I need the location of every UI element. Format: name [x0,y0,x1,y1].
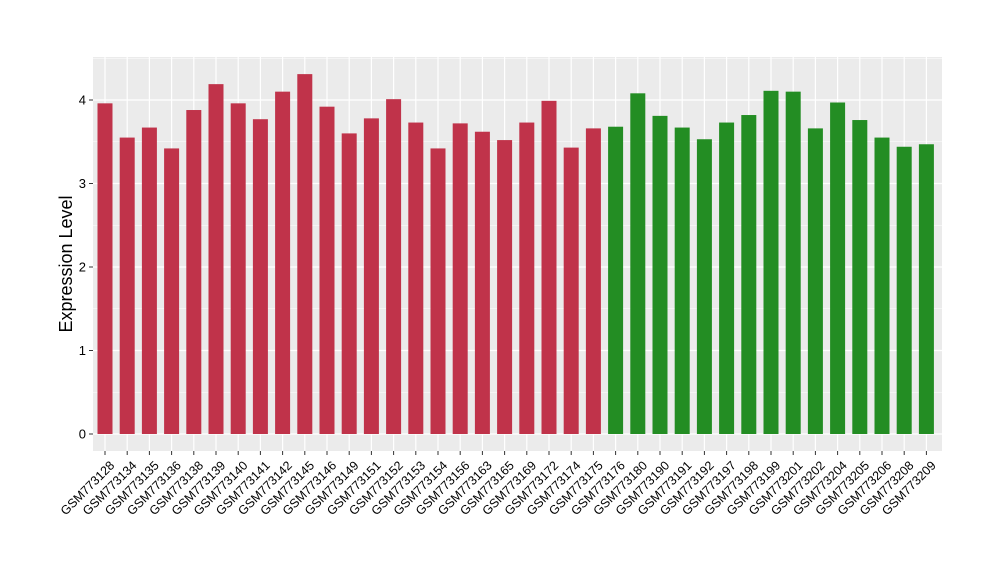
bar-GSM773134 [119,137,135,434]
bar-GSM773204 [830,102,846,434]
bar-GSM773199 [763,90,779,434]
bar-GSM773192 [696,139,712,434]
bar-GSM773190 [652,115,668,435]
y-axis-title: Expression Level [56,195,76,332]
bar-GSM773138 [186,110,202,435]
bar-GSM773140 [230,103,246,434]
bar-GSM773208 [896,146,912,434]
bar-GSM773174 [563,147,579,434]
bar-GSM773198 [741,115,757,434]
bar-GSM773146 [319,106,335,435]
bar-GSM773149 [341,133,357,434]
bar-GSM773151 [363,118,379,435]
bar-GSM773154 [430,148,446,434]
y-tick-label: 1 [79,343,86,358]
x-axis-ticks: GSM773128GSM773134GSM773135GSM773136GSM7… [58,451,939,518]
bar-GSM773139 [208,84,224,434]
bar-GSM773165 [497,140,513,434]
bar-GSM773128 [97,103,113,434]
bar-GSM773141 [252,119,268,434]
bar-GSM773152 [386,99,402,434]
bar-GSM773205 [852,120,868,434]
bar-GSM773163 [474,131,490,435]
bars [97,74,934,435]
bar-GSM773136 [164,148,180,434]
bar-GSM773191 [674,127,690,435]
bar-GSM773156 [452,123,468,434]
bar-GSM773209 [918,144,934,434]
bar-GSM773175 [585,128,601,434]
bar-GSM773176 [608,126,624,434]
bar-GSM773202 [807,128,823,434]
y-tick-label: 3 [79,176,86,191]
bar-GSM773142 [275,91,291,435]
bar-GSM773145 [297,74,313,435]
y-tick-label: 0 [79,427,86,442]
y-tick-label: 2 [79,260,86,275]
bar-GSM773153 [408,122,424,435]
bar-GSM773135 [141,127,157,435]
bar-GSM773197 [719,122,735,435]
bar-GSM773172 [541,100,557,435]
y-tick-label: 4 [79,93,86,108]
bar-GSM773180 [630,93,646,434]
bar-GSM773169 [519,122,535,435]
y-axis-ticks: 0 1 2 3 4 [79,93,93,442]
bar-GSM773201 [785,91,801,435]
bar-GSM773206 [874,137,890,434]
